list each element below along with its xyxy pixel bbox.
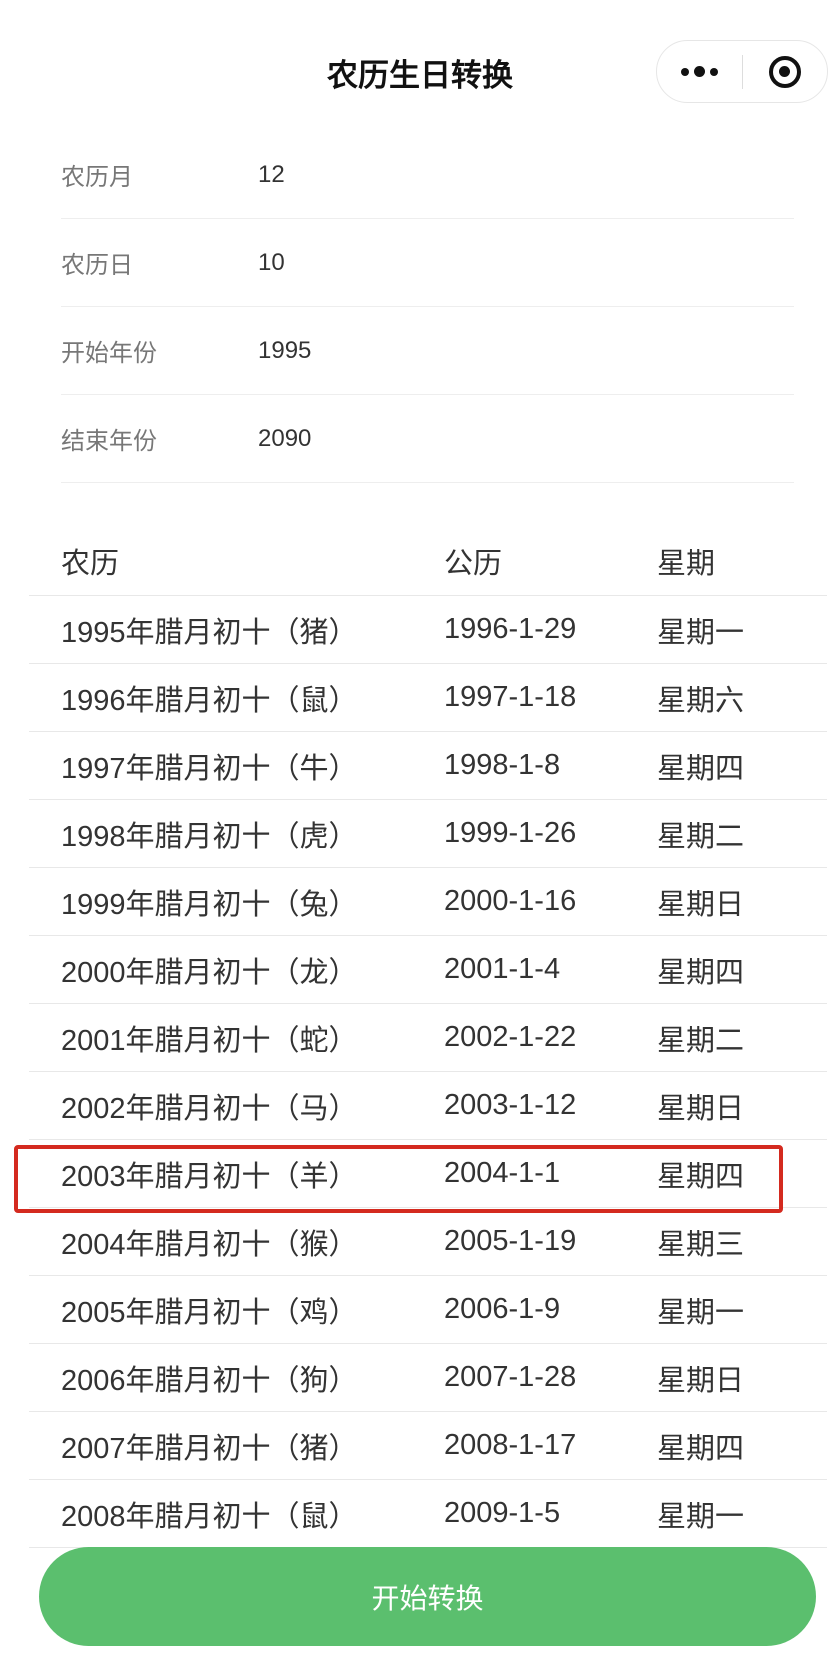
weekday-cell: 星期日 — [657, 1092, 745, 1125]
start-year-field[interactable]: 开始年份 1995 — [61, 307, 794, 395]
table-row: 1997年腊月初十（牛） 1998-1-8 星期四 — [29, 732, 827, 800]
weekday-cell: 星期六 — [657, 684, 745, 717]
table-row: 1998年腊月初十（虎） 1999-1-26 星期二 — [29, 800, 827, 868]
lunar-month-field[interactable]: 农历月 12 — [61, 131, 794, 219]
field-label: 结束年份 — [61, 428, 157, 455]
lunar-date-cell: 1999年腊月初十（兔） — [61, 888, 358, 921]
table-row: 2001年腊月初十（蛇） 2002-1-22 星期二 — [29, 1004, 827, 1072]
solar-date-cell: 2004-1-1 — [444, 1157, 561, 1189]
lunar-date-cell: 2001年腊月初十（蛇） — [61, 1024, 358, 1057]
lunar-date-cell: 1995年腊月初十（猪） — [61, 616, 358, 649]
end-year-field[interactable]: 结束年份 2090 — [61, 395, 794, 483]
table-row: 1995年腊月初十（猪） 1996-1-29 星期一 — [29, 596, 827, 664]
lunar-month-input[interactable]: 12 — [258, 160, 285, 188]
table-row: 2000年腊月初十（龙） 2001-1-4 星期四 — [29, 936, 827, 1004]
solar-date-cell: 1999-1-26 — [444, 817, 577, 849]
solar-date-cell: 2001-1-4 — [444, 953, 561, 985]
weekday-cell: 星期四 — [657, 1432, 745, 1465]
lunar-date-cell: 2002年腊月初十（马） — [61, 1092, 358, 1125]
weekday-cell: 星期四 — [657, 752, 745, 785]
header-solar: 公历 — [444, 548, 503, 580]
lunar-date-cell: 2007年腊月初十（猪） — [61, 1432, 358, 1465]
field-label: 农历月 — [61, 164, 133, 191]
table-row: 2002年腊月初十（马） 2003-1-12 星期日 — [29, 1072, 827, 1140]
weekday-cell: 星期二 — [657, 1024, 745, 1057]
table-row: 2003年腊月初十（羊） 2004-1-1 星期四 — [29, 1140, 827, 1208]
input-form: 农历月 12 农历日 10 开始年份 1995 结束年份 2090 — [61, 131, 794, 483]
table-row: 1999年腊月初十（兔） 2000-1-16 星期日 — [29, 868, 827, 936]
solar-date-cell: 2006-1-9 — [444, 1293, 561, 1325]
page-title: 农历生日转换 — [327, 58, 513, 93]
solar-date-cell: 2008-1-17 — [444, 1429, 577, 1461]
weekday-cell: 星期一 — [657, 1296, 745, 1329]
table-row: 2008年腊月初十（鼠） 2009-1-5 星期一 — [29, 1480, 827, 1548]
table-row: 2007年腊月初十（猪） 2008-1-17 星期四 — [29, 1412, 827, 1480]
solar-date-cell: 2002-1-22 — [444, 1021, 577, 1053]
solar-date-cell: 2000-1-16 — [444, 885, 577, 917]
lunar-date-cell: 2006年腊月初十（狗） — [61, 1364, 358, 1397]
solar-date-cell: 2005-1-19 — [444, 1225, 577, 1257]
weekday-cell: 星期日 — [657, 888, 745, 921]
lunar-date-cell: 2005年腊月初十（鸡） — [61, 1296, 358, 1329]
lunar-date-cell: 1997年腊月初十（牛） — [61, 752, 358, 785]
lunar-day-field[interactable]: 农历日 10 — [61, 219, 794, 307]
solar-date-cell: 2003-1-12 — [444, 1089, 577, 1121]
highlight-box — [14, 1145, 783, 1213]
solar-date-cell: 1996-1-29 — [444, 613, 577, 645]
weekday-cell: 星期日 — [657, 1364, 745, 1397]
lunar-date-cell: 1996年腊月初十（鼠） — [61, 684, 358, 717]
solar-date-cell: 1998-1-8 — [444, 749, 561, 781]
lunar-date-cell: 2008年腊月初十（鼠） — [61, 1500, 358, 1533]
result-table: 农历 公历 星期 1995年腊月初十（猪） 1996-1-29 星期一 1996年腊月… — [29, 527, 827, 1548]
table-row: 2005年腊月初十（鸡） 2006-1-9 星期一 — [29, 1276, 827, 1344]
table-header: 农历 公历 星期 — [29, 527, 827, 596]
lunar-date-cell: 2004年腊月初十（猴） — [61, 1228, 358, 1261]
table-row: 2006年腊月初十（狗） 2007-1-28 星期日 — [29, 1344, 827, 1412]
field-label: 农历日 — [61, 252, 133, 279]
table-row: 1996年腊月初十（鼠） 1997-1-18 星期六 — [29, 664, 827, 732]
lunar-day-input[interactable]: 10 — [258, 248, 285, 276]
close-button[interactable] — [743, 41, 828, 102]
lunar-date-cell: 2003年腊月初十（羊） — [61, 1160, 358, 1193]
more-dots-icon — [680, 66, 718, 77]
start-year-input[interactable]: 1995 — [258, 336, 312, 364]
solar-date-cell: 2009-1-5 — [444, 1497, 561, 1529]
end-year-input[interactable]: 2090 — [258, 424, 312, 452]
weekday-cell: 星期一 — [657, 1500, 745, 1533]
field-label: 开始年份 — [61, 340, 157, 367]
solar-date-cell: 2007-1-28 — [444, 1361, 577, 1393]
weekday-cell: 星期四 — [657, 1160, 745, 1193]
more-button[interactable] — [657, 41, 742, 102]
start-convert-button[interactable]: 开始转换 — [39, 1547, 816, 1646]
lunar-date-cell: 1998年腊月初十（虎） — [61, 820, 358, 853]
mini-program-capsule — [656, 40, 828, 103]
table-row: 2004年腊月初十（猴） 2005-1-19 星期三 — [29, 1208, 827, 1276]
weekday-cell: 星期一 — [657, 616, 745, 649]
weekday-cell: 星期三 — [657, 1228, 745, 1261]
lunar-date-cell: 2000年腊月初十（龙） — [61, 956, 358, 989]
target-circle-icon — [768, 55, 801, 88]
weekday-cell: 星期二 — [657, 820, 745, 853]
header-lunar: 农历 — [61, 548, 120, 580]
weekday-cell: 星期四 — [657, 956, 745, 989]
header-weekday: 星期 — [657, 548, 716, 580]
capsule-divider — [741, 54, 743, 89]
solar-date-cell: 1997-1-18 — [444, 681, 577, 713]
